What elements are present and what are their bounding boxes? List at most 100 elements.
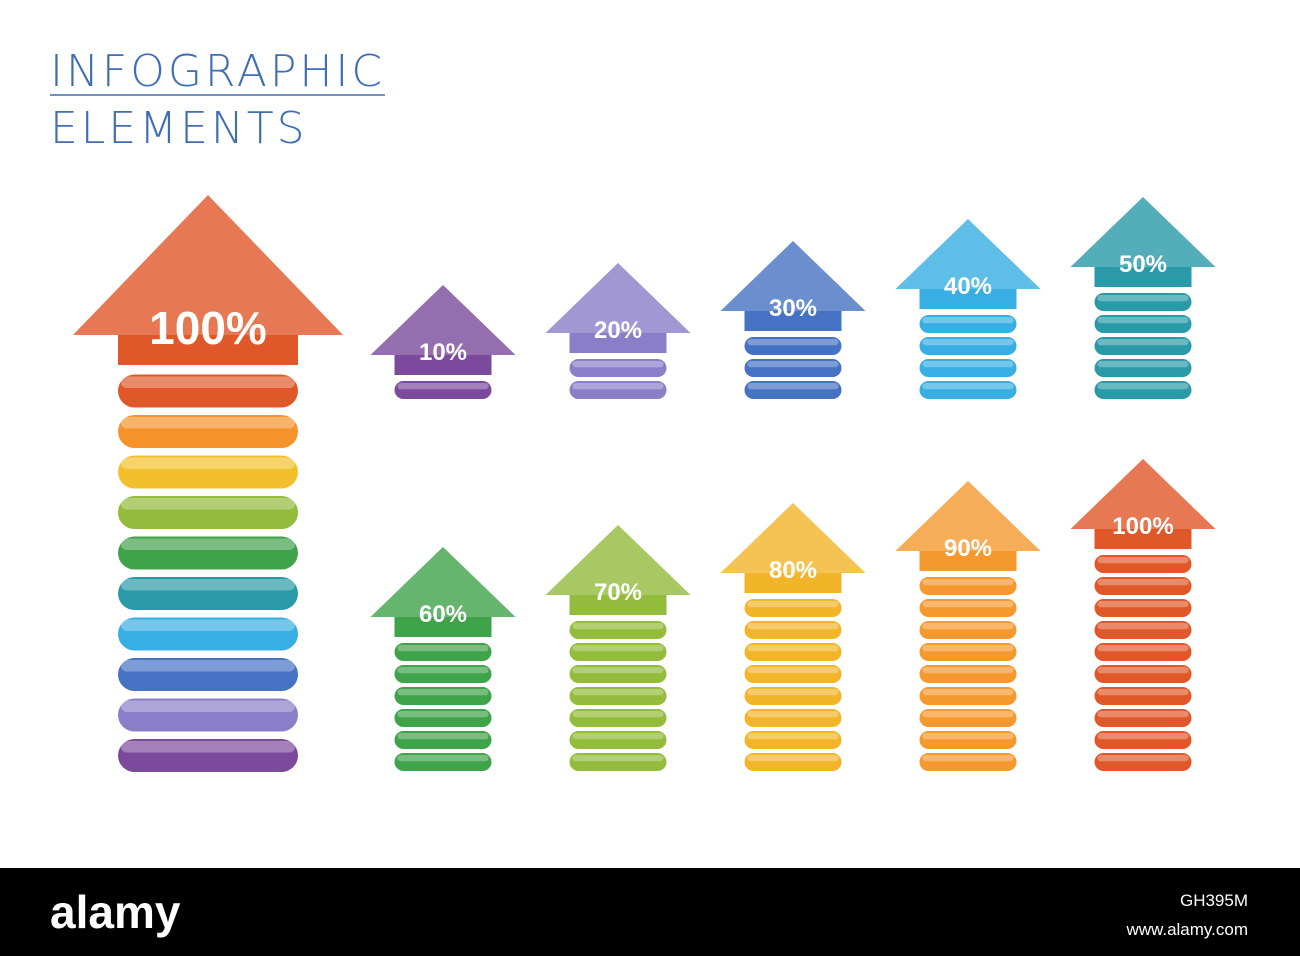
arrow-bar [744,731,842,749]
arrow-bar [569,709,667,727]
head-shine [370,547,516,617]
bar-shine [747,689,839,696]
arrow: 20% [545,263,691,399]
arrow-bar [394,687,492,705]
arrow-head [545,525,691,615]
arrow-bar [1094,621,1192,639]
arrow-bar [744,753,842,771]
bar-shine [1097,361,1189,368]
bar-shine [922,689,1014,696]
arrow-bar [919,643,1017,661]
bar-shine [572,645,664,652]
arrow-bar [118,577,298,610]
bar-shine [922,317,1014,324]
arrow-label: 100% [149,302,267,354]
arrow-bar [919,359,1017,377]
arrow-head [720,503,866,593]
head-shine [1070,197,1216,267]
arrow-bar [744,665,842,683]
head-shine [895,481,1041,551]
arrow-bar [1094,599,1192,617]
arrow-label: 60% [419,601,467,628]
arrow-bar [569,621,667,639]
bar-shine [572,361,664,368]
bar-shine [397,689,489,696]
bar-shine [922,667,1014,674]
arrow-bar [569,643,667,661]
bar-shine [121,376,295,389]
arrow-bar [118,374,298,408]
arrow: 90% [895,481,1041,771]
arrow-bar [118,536,298,570]
arrow-label: 20% [594,317,642,344]
arrow-bar [118,455,298,489]
arrow-head [895,219,1041,309]
head-shine [370,285,516,355]
arrow-bar [919,381,1017,399]
bar-shine [1097,733,1189,740]
arrow-bar [1094,753,1192,771]
bar-shine [1097,383,1189,390]
bar-shine [397,755,489,762]
bar-shine [1097,601,1189,608]
bar-shine [572,383,664,390]
arrow-label: 100% [1112,513,1173,540]
arrow-bar [394,753,492,771]
bar-shine [922,579,1014,586]
arrow: 100% [73,195,343,772]
bar-shine [572,623,664,630]
bar-shine [922,339,1014,346]
arrow-bar [1094,315,1192,333]
bar-shine [747,601,839,608]
arrow-bar [919,665,1017,683]
head-shine [720,241,866,311]
arrow-bar [744,599,842,617]
arrow-label: 80% [769,557,817,584]
arrow-bar [1094,359,1192,377]
bar-shine [1097,689,1189,696]
arrow-bar [394,381,492,399]
arrow-label: 90% [944,535,992,562]
arrow-bar [1094,337,1192,355]
bar-shine [121,700,295,713]
head-shine [73,195,343,335]
bar-shine [121,457,295,470]
arrow-head [545,263,691,353]
head-shine [895,219,1041,289]
bar-shine [397,383,489,390]
bar-shine [922,733,1014,740]
bar-shine [121,538,295,551]
arrow-bar [744,643,842,661]
arrow-bar [569,381,667,399]
bar-shine [922,623,1014,630]
bar-shine [572,689,664,696]
arrow-bar [118,698,298,732]
arrow-bar [744,621,842,639]
arrow-bar [1094,643,1192,661]
arrow-bar [394,709,492,727]
bar-shine [397,667,489,674]
arrow-head [1070,459,1216,549]
bar-shine [922,361,1014,368]
bar-shine [747,383,839,390]
bar-shine [747,361,839,368]
arrow-bar [919,577,1017,595]
bar-shine [572,755,664,762]
arrow-bar [569,731,667,749]
arrow-bar [569,753,667,771]
arrow-bar [919,599,1017,617]
arrow-bar [1094,293,1192,311]
arrow-bar [744,687,842,705]
arrow-bar [394,665,492,683]
bar-shine [1097,339,1189,346]
arrow-bar [118,496,298,529]
bar-shine [1097,645,1189,652]
arrow: 80% [720,503,866,771]
bar-shine [922,601,1014,608]
head-shine [545,263,691,333]
arrow-head [370,547,516,637]
head-shine [545,525,691,595]
bar-shine [121,741,295,753]
arrow-bar [569,687,667,705]
